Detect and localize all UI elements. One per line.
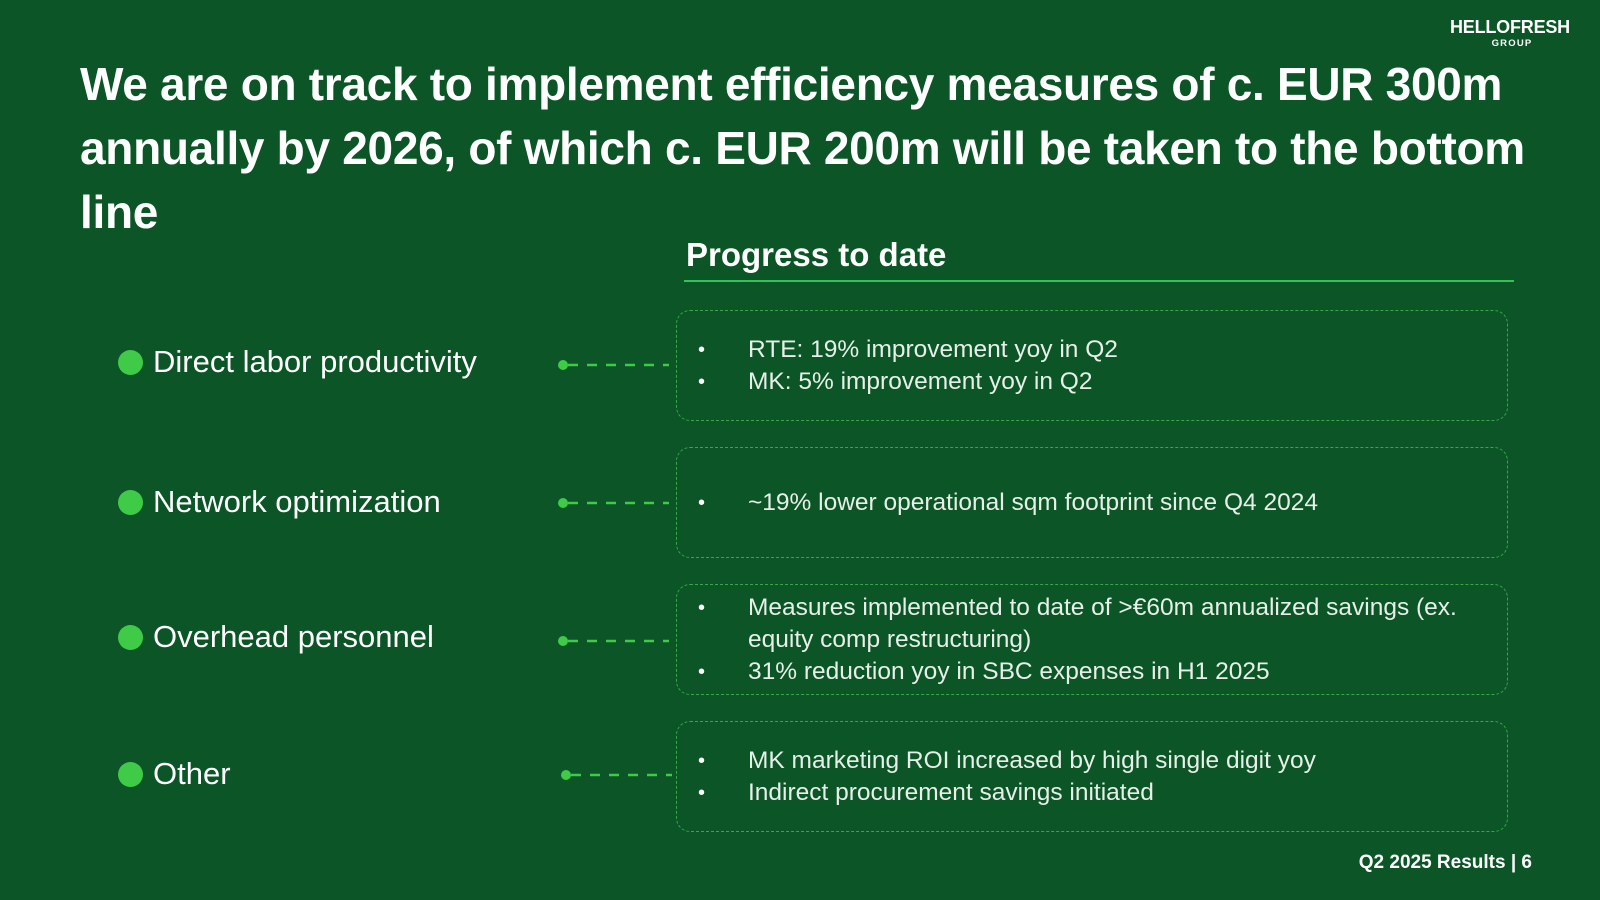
lever-dot-icon <box>118 489 143 515</box>
progress-bullet: • 31% reduction yoy in SBC expenses in H1… <box>677 656 1507 688</box>
company-logo: HELLOFRESH GROUP <box>1440 16 1580 49</box>
lever-overhead-personnel: Overhead personnel <box>118 617 434 657</box>
progress-title-underline <box>684 280 1514 282</box>
dashed-connector-icon <box>558 636 669 646</box>
bullet-text: RTE: 19% improvement yoy in Q2 <box>748 335 1118 363</box>
progress-bullet: • RTE: 19% improvement yoy in Q2 <box>677 334 1507 366</box>
bullet-icon: • <box>698 491 706 514</box>
slide-headline: We are on track to implement efficiency … <box>80 58 1525 238</box>
slide-footer: Q2 2025 Results | 6 <box>1358 852 1532 873</box>
dashed-connector-icon <box>558 360 669 370</box>
bullet-text: Measures implemented to date of >€60m an… <box>748 593 1457 653</box>
bullet-text: ~19% lower operational sqm footprint sin… <box>748 488 1318 516</box>
lever-dot-icon <box>118 624 143 650</box>
progress-bullet: • Indirect procurement savings initiated <box>677 777 1507 809</box>
bullet-text: MK marketing ROI increased by high singl… <box>748 746 1316 774</box>
logo-wordmark: HELLOFRESH <box>1449 17 1570 37</box>
lever-label: Network optimization <box>153 484 441 519</box>
bullet-icon: • <box>698 749 706 772</box>
lever-direct-labor: Direct labor productivity <box>118 342 477 382</box>
progress-card-overhead-personnel: • Measures implemented to date of >€60m a… <box>676 584 1508 695</box>
progress-card-network-optimization: • ~19% lower operational sqm footprint si… <box>676 447 1508 558</box>
progress-bullet: • Measures implemented to date of >€60m a… <box>677 592 1507 656</box>
bullet-icon: • <box>698 596 706 619</box>
bullet-text: 31% reduction yoy in SBC expenses in H1 … <box>748 657 1270 685</box>
logo-subtitle: GROUP <box>1491 38 1533 49</box>
lever-other: Other <box>118 754 231 794</box>
lever-label: Direct labor productivity <box>153 344 477 379</box>
dashed-connector-icon <box>558 498 669 508</box>
progress-bullet: • ~19% lower operational sqm footprint si… <box>677 487 1507 519</box>
lever-dot-icon <box>118 761 143 787</box>
bullet-icon: • <box>698 370 706 393</box>
dashed-connector-icon <box>561 770 672 780</box>
bullet-icon: • <box>698 338 706 361</box>
lever-label: Other <box>153 756 231 791</box>
bullet-icon: • <box>698 660 706 683</box>
lever-label: Overhead personnel <box>153 619 434 654</box>
progress-bullet: • MK: 5% improvement yoy in Q2 <box>677 366 1507 398</box>
bullet-text: MK: 5% improvement yoy in Q2 <box>748 367 1093 395</box>
lever-network-optimization: Network optimization <box>118 482 441 522</box>
progress-card-other: • MK marketing ROI increased by high sing… <box>676 721 1508 832</box>
progress-card-direct-labor: • RTE: 19% improvement yoy in Q2 • MK: 5% … <box>676 310 1508 421</box>
bullet-text: Indirect procurement savings initiated <box>748 778 1154 806</box>
bullet-icon: • <box>698 781 706 804</box>
lever-dot-icon <box>118 349 143 375</box>
progress-bullet: • MK marketing ROI increased by high sing… <box>677 745 1507 777</box>
progress-section-title: Progress to date <box>686 236 947 273</box>
